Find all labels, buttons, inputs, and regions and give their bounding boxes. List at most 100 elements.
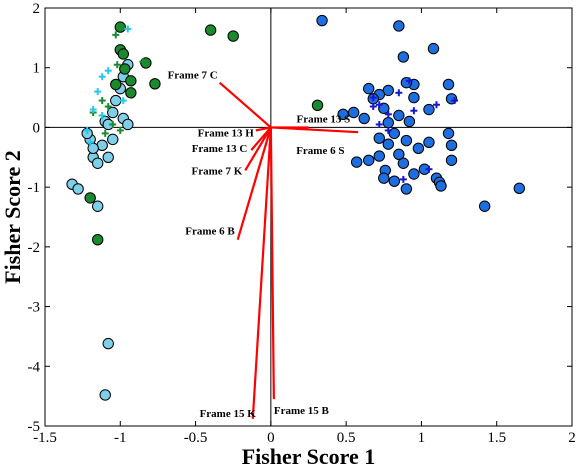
- data-point: [435, 180, 447, 192]
- y-tick-label: -2: [28, 240, 41, 256]
- data-point: [393, 109, 405, 122]
- data-point: [425, 165, 433, 173]
- data-point: [375, 101, 383, 109]
- data-point: [382, 138, 395, 150]
- data-point: [432, 101, 440, 109]
- x-tick-label: 1: [418, 430, 426, 446]
- data-point: [149, 78, 161, 90]
- data-point: [99, 389, 111, 401]
- data-point: [395, 89, 403, 97]
- data-point: [393, 20, 405, 32]
- data-point: [107, 106, 119, 119]
- vector-label: Frame 7 K: [192, 165, 243, 177]
- data-point: [122, 118, 134, 131]
- data-point: [445, 139, 458, 152]
- y-tick-label: 1: [33, 61, 41, 77]
- data-point: [400, 183, 413, 195]
- x-tick-label: 0: [267, 430, 275, 446]
- data-point: [83, 126, 91, 134]
- data-point: [445, 154, 458, 166]
- vector-labels: Frame 7 C Frame 13 H Frame 13 S Frame 6 S Fr…: [168, 70, 351, 420]
- data-point: [316, 14, 328, 27]
- data-point: [397, 157, 410, 169]
- x-tick-labels: -1.5 -1 -0.5 0 0.5 1 1.5 2: [33, 430, 576, 446]
- x-tick-label: -0.5: [184, 430, 208, 446]
- data-point: [107, 133, 119, 146]
- data-point: [311, 99, 324, 112]
- data-point: [92, 200, 104, 212]
- y-axis-title: Fisher Score 2: [0, 150, 25, 284]
- y-tick-label: 2: [33, 1, 41, 17]
- y-tick-label: -4: [28, 359, 41, 375]
- data-point: [423, 103, 435, 116]
- data-point: [109, 120, 117, 128]
- loading-vector: [255, 126, 272, 132]
- data-point: [337, 108, 349, 120]
- data-point: [423, 136, 435, 149]
- data-point: [358, 112, 370, 125]
- data-point: [412, 142, 425, 155]
- x-axis-title: Fisher Score 1: [242, 444, 376, 469]
- data-point: [86, 138, 94, 146]
- loading-vector: [236, 127, 272, 241]
- x-tick-label: 0.5: [337, 430, 356, 446]
- x-tick-label: 2: [568, 430, 576, 446]
- data-point: [393, 148, 405, 161]
- data-point: [384, 126, 392, 134]
- data-point: [399, 175, 407, 183]
- data-point: [125, 75, 137, 87]
- data-point: [369, 103, 377, 111]
- data-point: [363, 82, 375, 95]
- vector-label: Frame 13 S: [297, 113, 351, 125]
- loading-vector: [244, 126, 272, 171]
- data-point: [227, 30, 239, 42]
- data-point: [204, 24, 217, 36]
- y-tick-labels: -5 -4 -3 -2 -1 0 1 2: [28, 1, 41, 435]
- data-points: [66, 14, 525, 401]
- y-tick-label: -5: [28, 419, 41, 435]
- vector-label: Frame 13 C: [192, 143, 248, 155]
- data-point: [375, 120, 383, 128]
- loading-vector: [218, 81, 272, 129]
- vector-label: Frame 6 B: [185, 226, 235, 238]
- data-point: [408, 168, 420, 180]
- data-point: [442, 78, 455, 91]
- data-point: [451, 97, 459, 105]
- data-point: [94, 88, 102, 96]
- data-point: [405, 77, 413, 85]
- data-point: [113, 61, 121, 69]
- y-tick-label: -3: [28, 300, 41, 316]
- vector-label: Frame 15 K: [200, 408, 257, 420]
- data-point: [373, 132, 385, 144]
- data-point: [98, 97, 106, 105]
- data-point: [92, 157, 104, 169]
- data-point: [104, 103, 112, 111]
- loading-vector: [270, 126, 359, 134]
- loading-vectors: [218, 81, 359, 419]
- data-point: [114, 21, 126, 33]
- data-point: [350, 156, 363, 168]
- data-point: [119, 63, 131, 75]
- loading-vector: [251, 127, 272, 419]
- data-point: [363, 154, 375, 166]
- data-point: [384, 110, 392, 118]
- data-point: [408, 91, 420, 104]
- data-point: [72, 183, 84, 195]
- data-point: [116, 126, 124, 134]
- x-tick-label: -1.5: [33, 430, 57, 446]
- data-point: [102, 151, 114, 163]
- axis-ticks: [44, 7, 573, 427]
- data-point: [442, 127, 455, 140]
- x-tick-label: 1.5: [487, 430, 506, 446]
- data-point: [104, 67, 112, 75]
- loading-vector: [269, 127, 275, 400]
- data-point: [117, 48, 129, 60]
- data-point: [92, 233, 104, 246]
- data-point: [378, 172, 390, 184]
- data-point: [427, 42, 440, 55]
- x-tick-label: -1: [114, 430, 127, 446]
- data-point: [98, 111, 106, 119]
- y-tick-label: -1: [28, 180, 41, 196]
- data-point: [139, 58, 147, 66]
